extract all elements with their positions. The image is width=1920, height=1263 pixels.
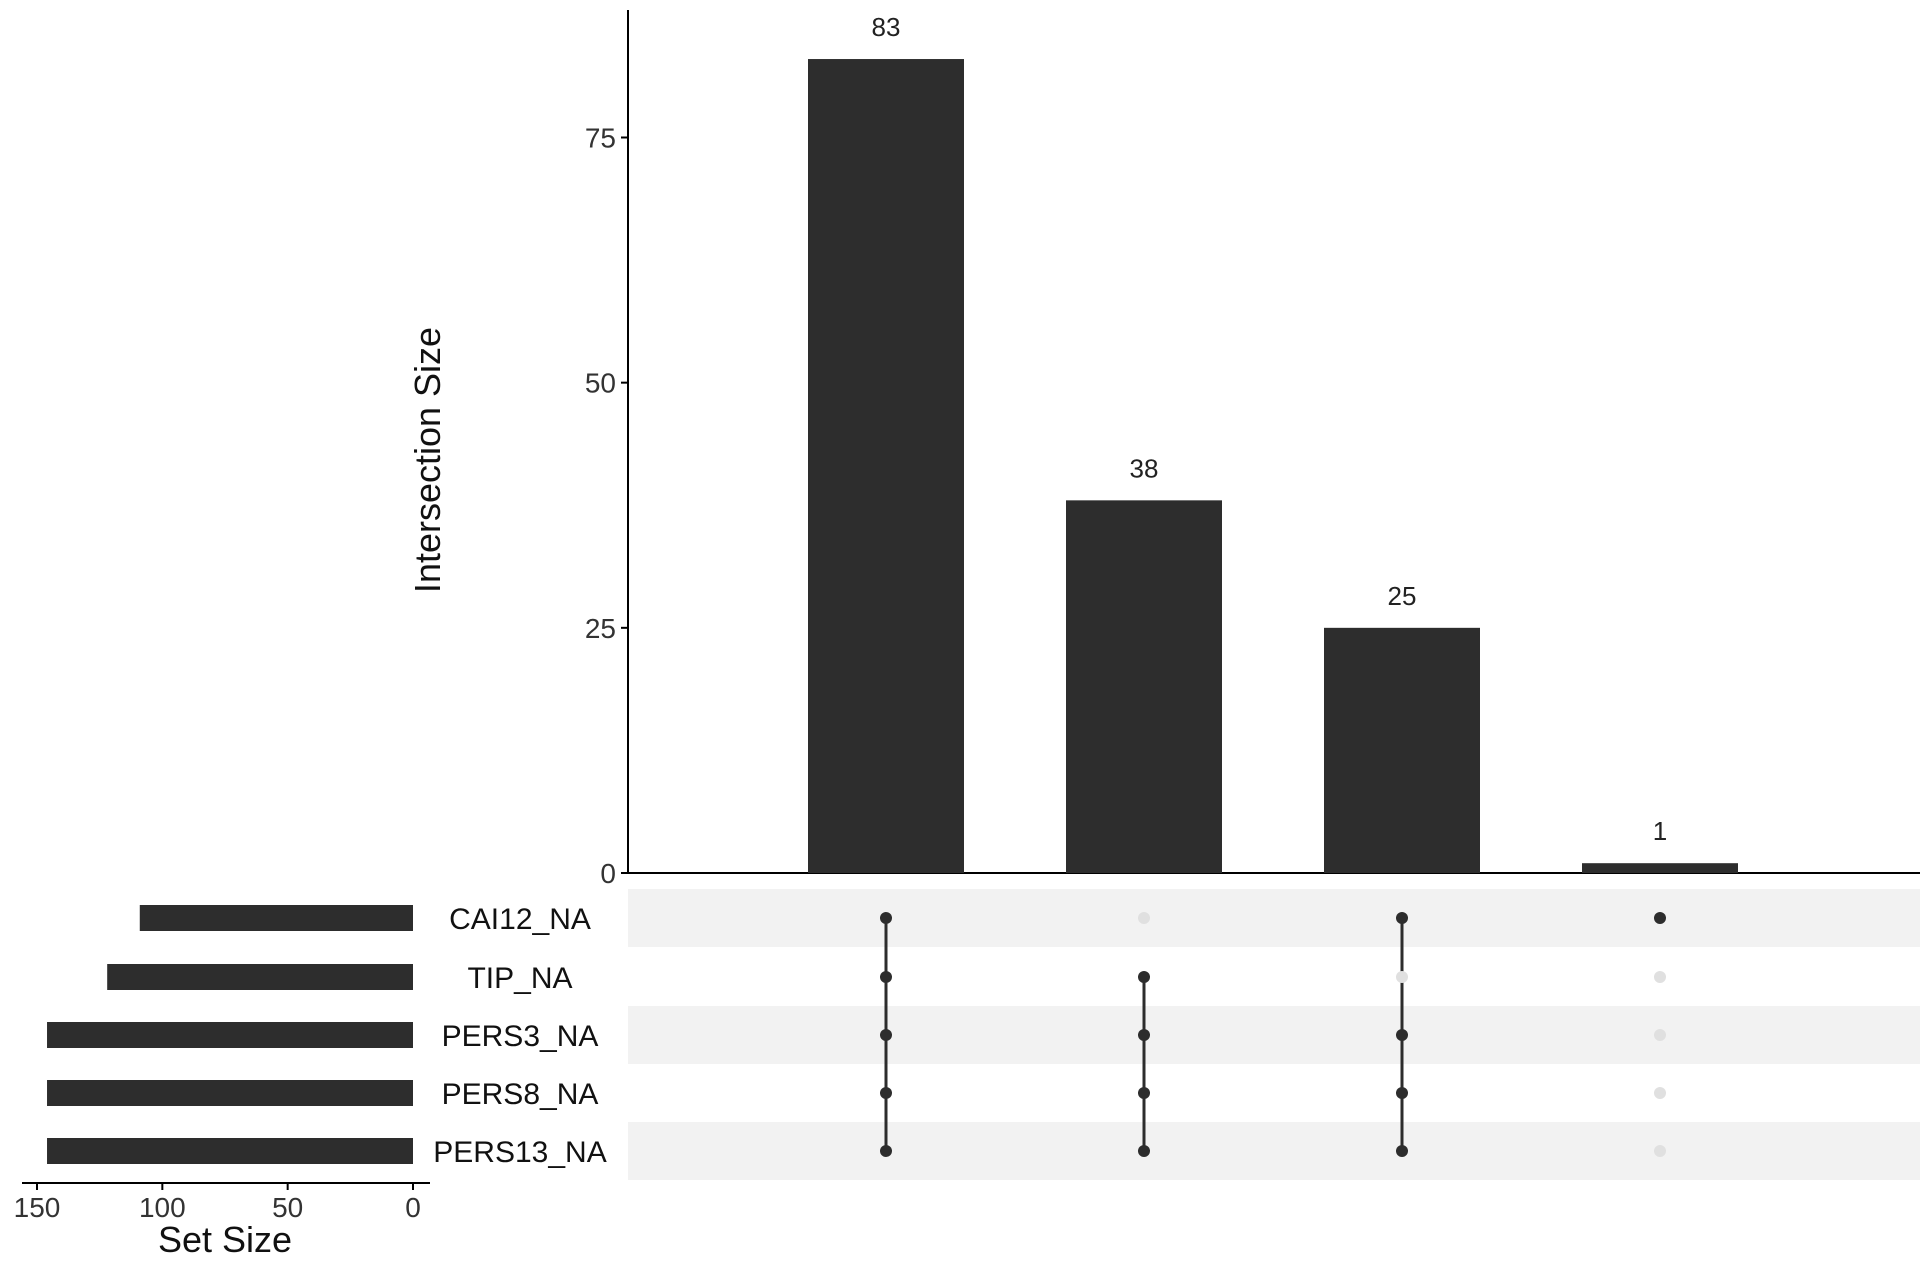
intersection-bar-label: 38 — [1130, 453, 1159, 483]
intersection-matrix — [880, 912, 1666, 1157]
matrix-dot-inactive — [1138, 912, 1150, 924]
intersection-axis-tick-label: 0 — [600, 858, 616, 889]
set-size-axis-tick-label: 150 — [14, 1192, 61, 1223]
intersection-size-axis: Intersection Size 0 25 50 75 — [407, 10, 1920, 889]
matrix-dot-inactive — [1654, 1029, 1666, 1041]
matrix-dot-active — [1396, 1087, 1408, 1099]
matrix-dot-active — [880, 971, 892, 983]
matrix-dot-active — [1396, 912, 1408, 924]
intersection-bar — [1582, 863, 1738, 873]
set-size-bars — [47, 905, 414, 1164]
set-size-bar — [47, 1080, 413, 1106]
set-size-bar — [47, 1022, 413, 1048]
set-labels: CAI12_NA TIP_NA PERS3_NA PERS8_NA PERS13_NA — [433, 903, 606, 1169]
set-label: PERS3_NA — [442, 1020, 599, 1053]
matrix-stripe — [628, 889, 1920, 947]
matrix-dot-active — [1396, 1029, 1408, 1041]
matrix-dot-active — [1138, 1029, 1150, 1041]
intersection-bars: 83 38 25 1 — [808, 12, 1738, 873]
matrix-dot-active — [880, 1087, 892, 1099]
matrix-stripe — [628, 1006, 1920, 1064]
matrix-dot-active — [1396, 1145, 1408, 1157]
matrix-dot-active — [880, 1029, 892, 1041]
set-size-axis-tick-label: 100 — [139, 1192, 186, 1223]
intersection-bar — [1066, 500, 1222, 873]
matrix-dot-active — [1138, 971, 1150, 983]
matrix-dot-inactive — [1654, 1087, 1666, 1099]
matrix-dot-active — [880, 1145, 892, 1157]
set-size-axis-tick-label: 0 — [405, 1192, 421, 1223]
matrix-stripes — [628, 889, 1920, 1180]
intersection-axis-tick-label: 25 — [585, 613, 616, 644]
set-label: PERS8_NA — [442, 1078, 599, 1111]
intersection-axis-tick-label: 50 — [585, 368, 616, 399]
matrix-dot-active — [1138, 1087, 1150, 1099]
matrix-dot-inactive — [1396, 971, 1408, 983]
intersection-bar — [1324, 627, 1480, 873]
set-label: PERS13_NA — [433, 1136, 606, 1169]
matrix-dot-active — [880, 912, 892, 924]
intersection-axis-tick-label: 75 — [585, 122, 616, 153]
set-label: TIP_NA — [467, 962, 572, 995]
set-size-bar — [139, 905, 414, 931]
set-size-axis: Set Size 150 100 50 0 — [14, 1182, 430, 1260]
intersection-bar-label: 83 — [872, 12, 901, 42]
matrix-dot-inactive — [1654, 1145, 1666, 1157]
intersection-bar-label: 25 — [1388, 581, 1417, 611]
set-label: CAI12_NA — [449, 903, 591, 936]
matrix-stripe — [628, 1122, 1920, 1180]
intersection-bar-label: 1 — [1653, 816, 1667, 846]
set-size-axis-title: Set Size — [158, 1219, 292, 1260]
intersection-bar — [808, 59, 964, 873]
set-size-axis-tick-label: 50 — [272, 1192, 303, 1223]
matrix-dot-inactive — [1654, 971, 1666, 983]
matrix-dot-active — [1138, 1145, 1150, 1157]
matrix-dot-active — [1654, 912, 1666, 924]
set-size-bar — [107, 964, 413, 990]
set-size-bar — [47, 1138, 413, 1164]
intersection-size-axis-title: Intersection Size — [407, 327, 448, 593]
